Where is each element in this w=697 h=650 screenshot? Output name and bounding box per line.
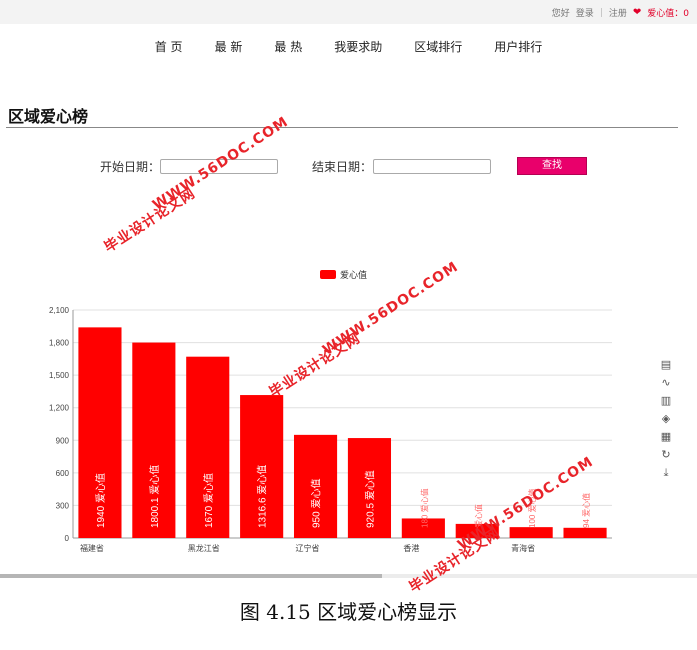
refresh-icon[interactable]: ↻: [661, 448, 671, 461]
nav-item-region-rank[interactable]: 区域排行: [414, 40, 463, 54]
x-tick-label: 黑龙江省: [188, 543, 220, 553]
bar: [347, 438, 392, 538]
region-love-chart: 爱心值 0 300 600 900 1,200 1,500 1,800 2,100 1940 爱心…: [49, 269, 612, 553]
heart-icon: ❤: [632, 7, 642, 18]
nav-item-user-rank[interactable]: 用户排行: [494, 40, 543, 54]
bar-value-label: 爱心值: [473, 504, 483, 528]
x-tick-label: 香港: [403, 543, 419, 553]
bar: [186, 356, 230, 538]
bar: [563, 527, 607, 538]
bar: [509, 527, 553, 538]
top-bar: 您好 登录 | 注册 ❤ 爱心值：0: [0, 0, 697, 24]
watermark: 毕业设计论文网: [101, 185, 199, 256]
end-date-label: 结束日期：: [312, 160, 373, 174]
nav-item-hot[interactable]: 最 热: [274, 40, 303, 54]
nav-item-latest[interactable]: 最 新: [214, 40, 243, 54]
download-icon[interactable]: ⤓: [663, 466, 669, 479]
nav-item-help[interactable]: 我要求助: [334, 40, 383, 54]
bar-value-label: 920.5 爱心值: [363, 470, 376, 528]
y-tick-label: 900: [56, 436, 70, 445]
register-link[interactable]: 注册: [608, 9, 627, 19]
start-date-label: 开始日期：: [100, 160, 161, 174]
title-divider: [6, 127, 678, 128]
page-title: 区域爱心榜: [8, 107, 89, 126]
tiled-icon[interactable]: ▦: [660, 430, 672, 443]
love-value: 爱心值：0: [647, 9, 689, 19]
y-tick-label: 2,100: [49, 306, 70, 315]
x-tick-label: 辽宁省: [296, 543, 320, 553]
line-chart-icon[interactable]: ∿: [661, 376, 671, 389]
divider: |: [599, 7, 603, 18]
bar-value-label: 94 爱心值: [581, 493, 591, 528]
bar: [240, 395, 284, 538]
bar-value-label: 1670 爱心值: [202, 473, 215, 528]
search-button[interactable]: 查找: [517, 157, 587, 175]
bar-value-label: 100 爱心值: [527, 488, 537, 528]
bar: [132, 342, 176, 538]
stack-icon[interactable]: ◈: [661, 412, 671, 425]
y-tick-label: 600: [56, 469, 70, 478]
bar: [293, 434, 338, 538]
y-tick-label: 1,800: [49, 339, 70, 348]
scrollbar-thumb[interactable]: [0, 574, 382, 578]
legend-swatch: [320, 270, 336, 279]
bar-value-label: 1940 爱心值: [94, 473, 107, 528]
y-tick-label: 1,200: [49, 404, 70, 413]
x-tick-label: 福建省: [80, 543, 104, 553]
bar-value-label: 950 爱心值: [310, 479, 323, 528]
y-tick-label: 1,500: [49, 371, 70, 380]
bar-chart-icon[interactable]: ▥: [660, 394, 672, 407]
bar: [455, 523, 499, 538]
horizontal-scrollbar[interactable]: [0, 574, 697, 578]
bar: [78, 327, 122, 538]
nav-item-home[interactable]: 首 页: [154, 40, 183, 54]
login-link[interactable]: 登录: [575, 9, 594, 19]
x-tick-label: 青海省: [511, 543, 535, 553]
greeting-text: 您好: [551, 9, 570, 19]
end-date-input[interactable]: [373, 159, 491, 174]
data-view-icon[interactable]: ▤: [660, 358, 672, 371]
figure-caption: 图 4.15 区域爱心榜显示: [239, 600, 458, 624]
bar: [401, 518, 445, 538]
main-nav: 首 页 最 新 最 热 我要求助 区域排行 用户排行: [0, 38, 697, 58]
bar-value-label: 180 爱心值: [419, 488, 429, 528]
chart-toolbox: ▤ ∿ ▥ ◈ ▦ ↻ ⤓: [659, 358, 679, 484]
y-tick-label: 300: [56, 501, 70, 510]
y-tick-label: 0: [65, 534, 70, 543]
bar-value-label: 1800.1 爱心值: [148, 465, 161, 528]
start-date-input[interactable]: [160, 159, 278, 174]
legend-label: 爱心值: [340, 269, 367, 280]
bar-value-label: 1316.6 爱心值: [256, 465, 269, 528]
